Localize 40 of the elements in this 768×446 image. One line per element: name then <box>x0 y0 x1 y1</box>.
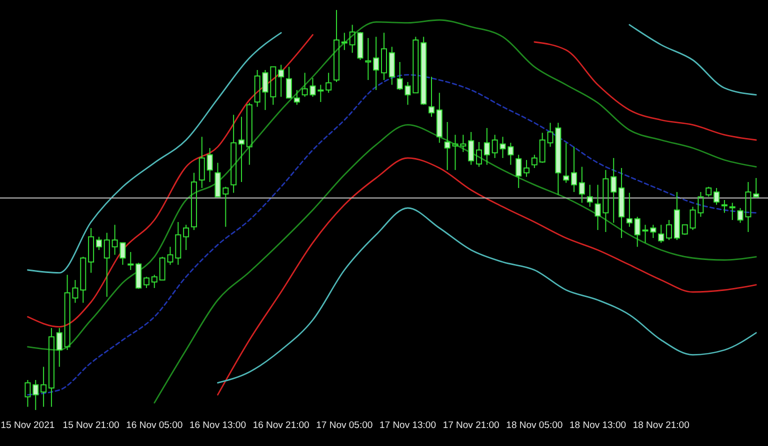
candlestick <box>40 366 47 408</box>
candlestick <box>388 46 395 86</box>
candlestick <box>175 222 182 266</box>
x-tick-label: 17 Nov 13:00 <box>379 420 436 431</box>
candlestick <box>88 228 94 274</box>
candlestick <box>610 158 617 224</box>
candlestick <box>586 184 593 208</box>
x-tick-label: 18 Nov 21:00 <box>632 420 690 431</box>
candlestick <box>484 128 490 166</box>
candlestick <box>444 122 450 170</box>
candlestick <box>476 142 482 168</box>
candlestick <box>32 380 39 410</box>
candlestick <box>230 114 237 194</box>
x-tick-label: 17 Nov 21:00 <box>442 420 500 431</box>
candlestick <box>563 142 570 184</box>
candlestick <box>373 36 380 90</box>
x-tick-label: 17 Nov 05:00 <box>316 420 373 431</box>
candlestick <box>48 328 54 408</box>
candlestick <box>618 168 625 238</box>
x-tick-label: 15 Nov 2021 <box>0 420 55 431</box>
candlestick <box>326 72 332 94</box>
x-tick-label: 15 Nov 21:00 <box>62 420 120 431</box>
candlestick <box>24 380 31 408</box>
x-tick-label: 16 Nov 05:00 <box>126 420 183 431</box>
candlestick <box>238 116 244 182</box>
candlestick <box>571 146 578 192</box>
candlestick <box>294 90 300 106</box>
candlestick <box>56 328 62 368</box>
candlestick <box>206 148 213 182</box>
candlestick <box>104 232 110 298</box>
x-tick-label: 16 Nov 13:00 <box>189 420 246 431</box>
candlestick <box>578 166 585 204</box>
candlestick <box>365 38 372 80</box>
candlestick <box>341 32 348 50</box>
candlestick <box>436 92 442 144</box>
x-tick-label: 16 Nov 21:00 <box>252 420 310 431</box>
x-tick-label: 18 Nov 05:00 <box>506 420 563 431</box>
x-tick-label: 18 Nov 13:00 <box>570 420 626 431</box>
candlestick <box>381 32 387 80</box>
candlestick <box>198 136 205 188</box>
